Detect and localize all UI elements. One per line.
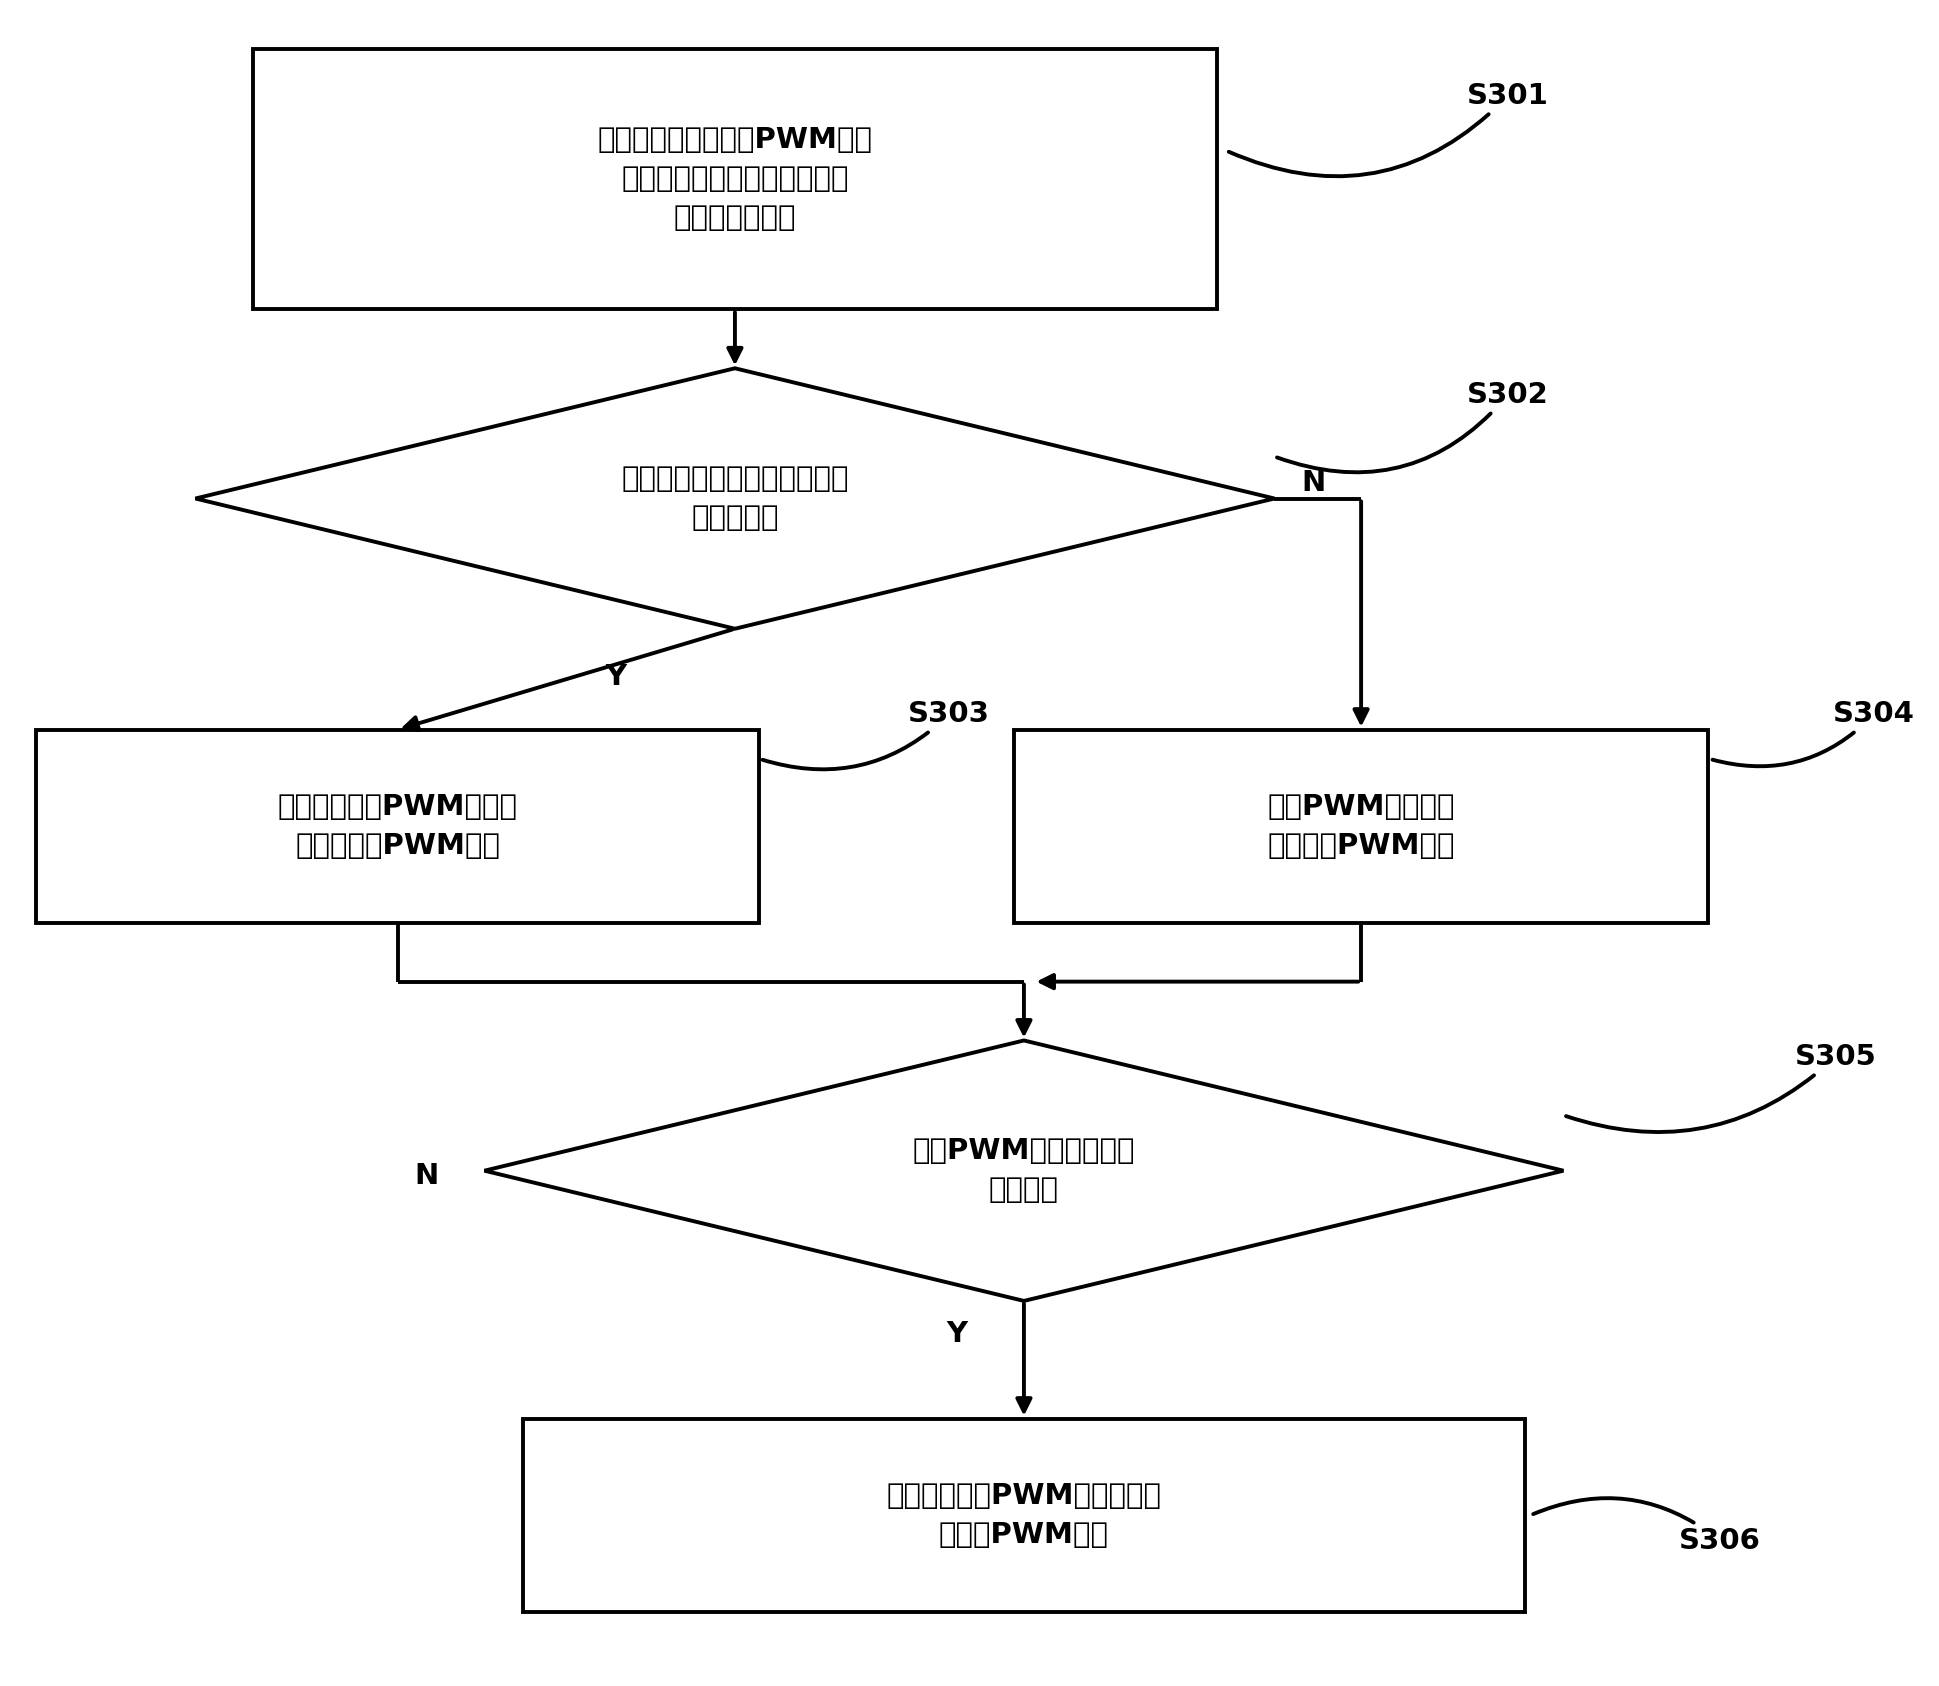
- Text: 获取机床运动信息和PWM信号
配置信息，机床运动信息包括
标志位和模拟量: 获取机床运动信息和PWM信号 配置信息，机床运动信息包括 标志位和模拟量: [597, 126, 873, 233]
- Text: N: N: [1301, 469, 1326, 497]
- Text: 通过标志位是否有效判断机床
的运动状态: 通过标志位是否有效判断机床 的运动状态: [620, 465, 849, 533]
- Text: 根据PWM信号配置
信息生成PWM信号: 根据PWM信号配置 信息生成PWM信号: [1268, 792, 1454, 860]
- FancyBboxPatch shape: [254, 49, 1216, 310]
- Text: S306: S306: [1534, 1499, 1761, 1554]
- FancyBboxPatch shape: [1014, 730, 1708, 922]
- Text: 判断PWM信号配置信息
是否变化: 判断PWM信号配置信息 是否变化: [913, 1136, 1134, 1204]
- Polygon shape: [485, 1040, 1563, 1302]
- FancyBboxPatch shape: [37, 730, 758, 922]
- Text: Y: Y: [605, 663, 626, 691]
- Polygon shape: [196, 368, 1274, 629]
- Text: N: N: [413, 1162, 438, 1190]
- FancyBboxPatch shape: [524, 1418, 1524, 1612]
- Text: S304: S304: [1712, 700, 1916, 765]
- Text: S305: S305: [1567, 1044, 1877, 1131]
- Text: 根据变化后的PWM信号配置信
息生成PWM信号: 根据变化后的PWM信号配置信 息生成PWM信号: [886, 1482, 1161, 1549]
- Text: S303: S303: [762, 700, 991, 769]
- Text: Y: Y: [946, 1320, 968, 1349]
- Text: S302: S302: [1278, 381, 1549, 472]
- Text: S301: S301: [1229, 81, 1549, 177]
- Text: 根据模拟量和PWM信号配
置信息生成PWM信号: 根据模拟量和PWM信号配 置信息生成PWM信号: [277, 792, 518, 860]
